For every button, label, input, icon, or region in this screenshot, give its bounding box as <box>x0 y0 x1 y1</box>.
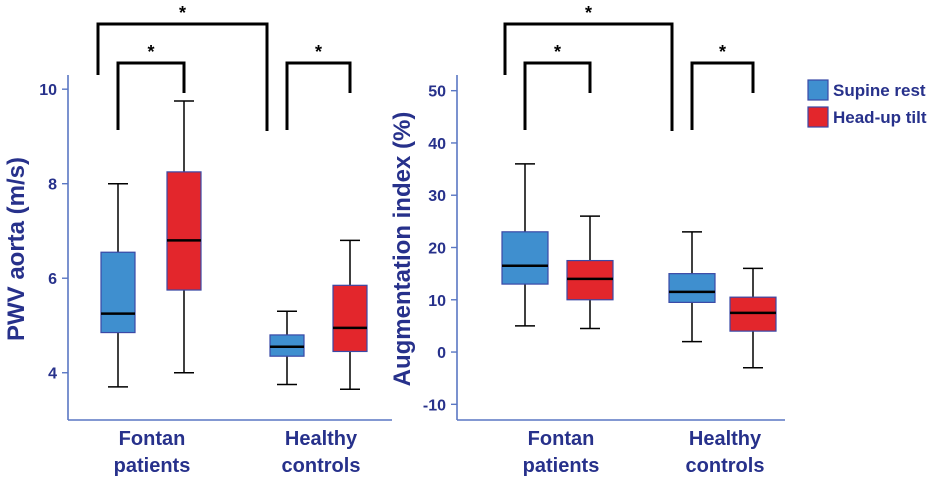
legend-swatch <box>807 106 829 128</box>
y-tick-label: 10 <box>428 293 446 310</box>
y-tick-label: 8 <box>48 177 57 194</box>
significance-star: * <box>585 3 592 23</box>
category-label-line2: controls <box>686 455 765 477</box>
augmentation-index-chart: -10 0 10 20 30 40 50 Augmentation index (%) Font… <box>389 3 785 477</box>
box-iqr <box>668 273 716 303</box>
y-tick-label: 20 <box>428 241 446 258</box>
y-tick-label: 50 <box>428 84 446 101</box>
pwv-aorta-chart: 4 6 8 10 PWV aorta (m/s) Fontan patients Health… <box>3 3 392 477</box>
category-label-line1: Fontan <box>119 428 186 450</box>
y-tick-label: 10 <box>39 82 57 99</box>
significance-star: * <box>554 42 561 62</box>
category-label-line1: Healthy <box>285 428 358 450</box>
y-axis-label: Augmentation index (%) <box>389 112 416 387</box>
significance-star: * <box>179 3 186 23</box>
box-iqr <box>166 171 202 291</box>
box-iqr <box>501 231 549 285</box>
box-iqr <box>566 259 614 301</box>
y-axis-label: PWV aorta (m/s) <box>3 157 30 341</box>
y-tick-label: 30 <box>428 188 446 205</box>
legend-label: Supine rest <box>833 81 926 100</box>
significance-bracket <box>96 22 269 131</box>
significance-bracket <box>523 61 592 130</box>
box-iqr <box>100 251 136 334</box>
legend-swatch <box>807 79 829 101</box>
category-label-line1: Fontan <box>528 428 595 450</box>
significance-bracket <box>503 22 674 131</box>
y-tick-label: 0 <box>437 345 446 362</box>
legend-label: Head-up tilt <box>833 108 927 127</box>
category-label-line2: patients <box>523 455 600 477</box>
significance-star: * <box>315 42 322 62</box>
box-iqr <box>729 296 777 332</box>
category-label-line2: patients <box>114 455 191 477</box>
significance-star: * <box>719 42 726 62</box>
category-label-line1: Healthy <box>689 428 762 450</box>
y-tick-label: -10 <box>423 397 446 414</box>
significance-bracket <box>285 61 352 130</box>
significance-bracket <box>116 61 186 130</box>
chart-legend: Supine rest Head-up tilt <box>807 79 927 128</box>
category-label-line2: controls <box>282 455 361 477</box>
significance-star: * <box>147 42 154 62</box>
y-tick-label: 40 <box>428 136 446 153</box>
significance-bracket <box>690 61 755 130</box>
y-tick-label: 4 <box>48 366 57 383</box>
y-tick-label: 6 <box>48 271 57 288</box>
box-iqr <box>332 284 368 353</box>
